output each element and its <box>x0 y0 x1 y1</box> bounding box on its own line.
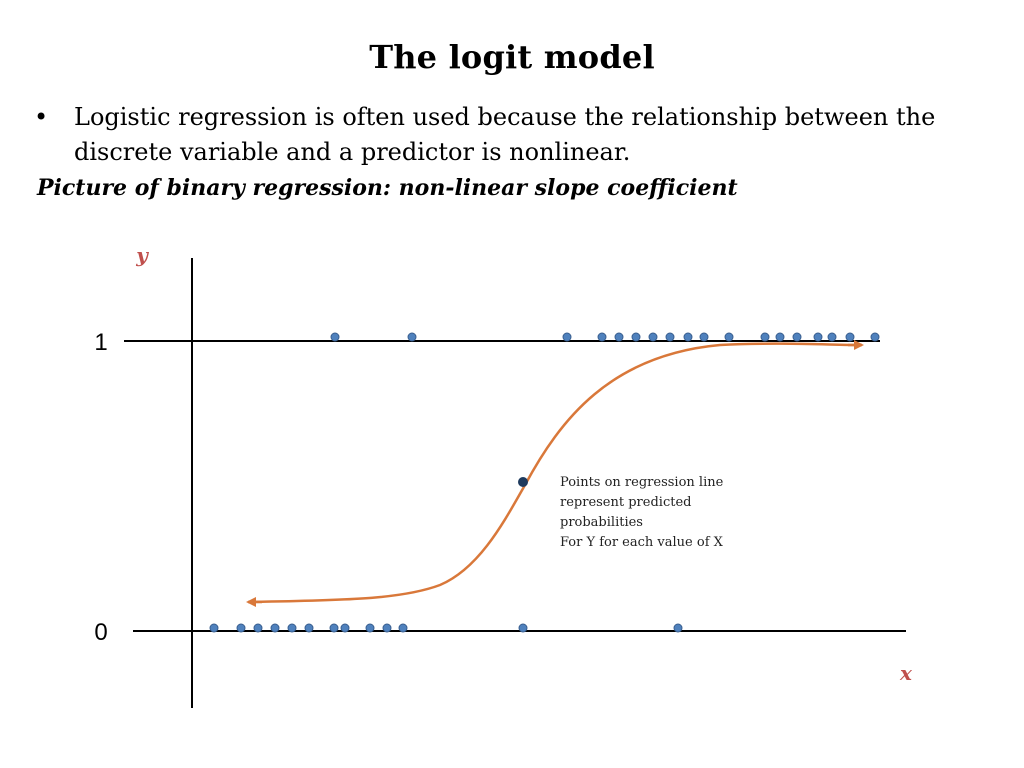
annotation-line-4: For Y for each value of X <box>560 535 724 550</box>
x-axis-label: x <box>899 661 913 685</box>
observation-point-zero <box>518 623 528 633</box>
bullet-text: Logistic regression is often used becaus… <box>74 103 936 166</box>
observation-point-zero <box>365 623 375 633</box>
observation-point-zero <box>329 623 339 633</box>
observation-point-one <box>845 332 855 342</box>
bullet-item: • Logistic regression is often used beca… <box>34 100 1004 170</box>
observation-point-one <box>760 332 770 342</box>
observation-point-one <box>562 332 572 342</box>
diagram-caption: Picture of binary regression: non-linear… <box>37 175 738 201</box>
observation-point-zero <box>340 623 350 633</box>
predicted-probability-point <box>518 477 528 487</box>
observation-point-one <box>330 332 340 342</box>
observation-point-one <box>648 332 658 342</box>
observation-point-one <box>699 332 709 342</box>
observation-point-one <box>407 332 417 342</box>
observations-at-one <box>330 332 880 342</box>
observation-point-one <box>870 332 880 342</box>
logistic-diagram: y x 1 0 Points on regression line repres… <box>94 243 913 708</box>
observation-point-one <box>775 332 785 342</box>
observation-point-zero <box>209 623 219 633</box>
annotation-line-3: probabilities <box>560 515 643 530</box>
observations-at-zero <box>209 623 683 633</box>
observation-point-zero <box>398 623 408 633</box>
observation-point-zero <box>382 623 392 633</box>
level-zero-label: 0 <box>94 619 107 646</box>
annotation-line-2: represent predicted <box>560 495 691 510</box>
observation-point-one <box>597 332 607 342</box>
observation-point-zero <box>287 623 297 633</box>
observation-point-one <box>683 332 693 342</box>
slide-title: The logit model <box>369 38 655 76</box>
observation-point-zero <box>304 623 314 633</box>
observation-point-one <box>827 332 837 342</box>
regression-curve <box>249 342 861 604</box>
observation-point-one <box>631 332 641 342</box>
observation-point-one <box>792 332 802 342</box>
observation-point-zero <box>270 623 280 633</box>
annotation-line-1: Points on regression line <box>560 475 724 490</box>
observation-point-zero <box>253 623 263 633</box>
observation-point-zero <box>236 623 246 633</box>
y-axis-label: y <box>135 243 149 267</box>
level-one-label: 1 <box>94 329 107 356</box>
observation-point-one <box>614 332 624 342</box>
observation-point-one <box>724 332 734 342</box>
annotation-block: Points on regression line represent pred… <box>560 475 724 550</box>
observation-point-zero <box>673 623 683 633</box>
observation-point-one <box>665 332 675 342</box>
bullet-marker: • <box>34 103 49 131</box>
observation-point-one <box>813 332 823 342</box>
